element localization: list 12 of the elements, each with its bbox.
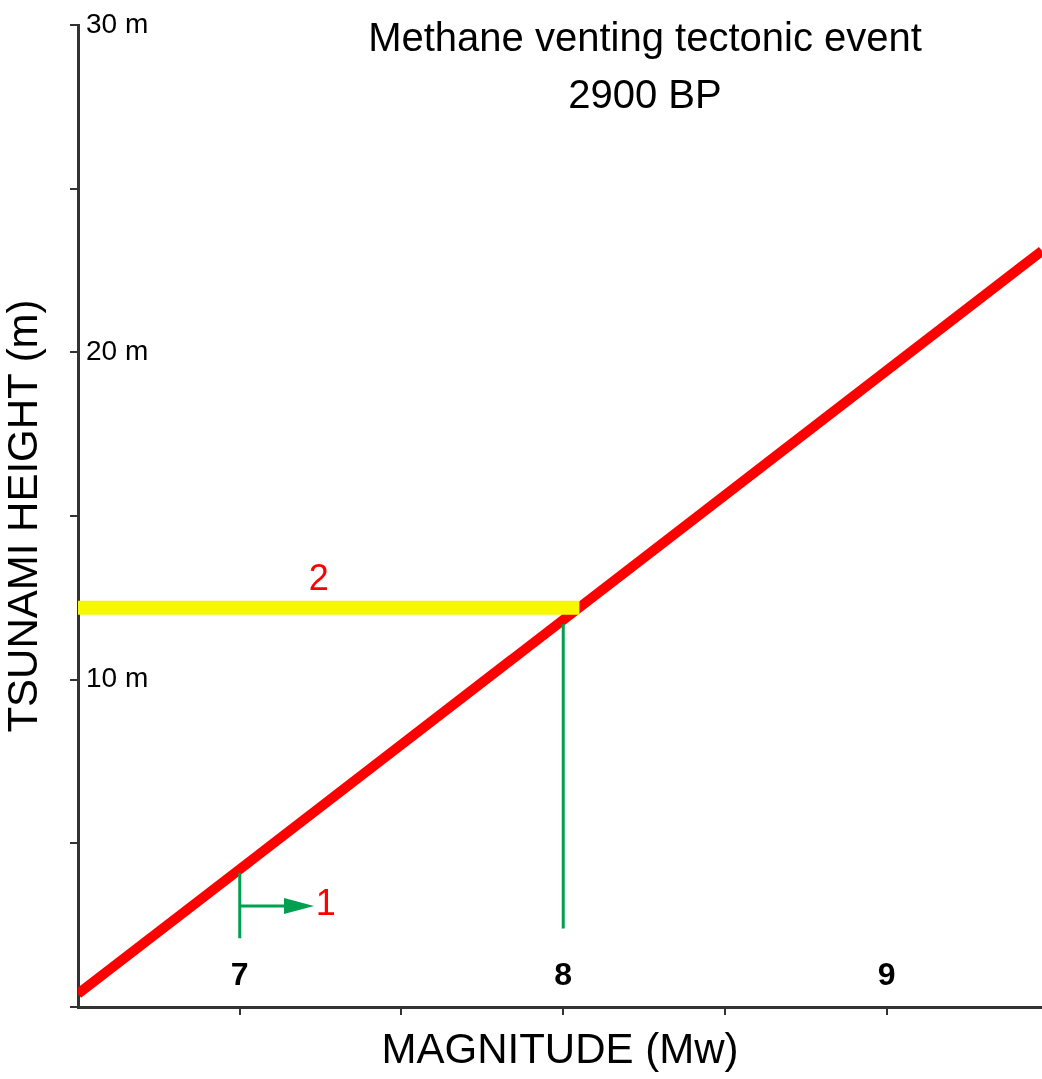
x-tick-label: 9 — [877, 955, 896, 992]
text: 2900 BP — [568, 72, 722, 117]
annotation: 2 — [308, 556, 329, 598]
y-axis-title: TSUNAMI HEIGHT (m) — [0, 299, 46, 733]
x-tick-label: 7 — [230, 955, 249, 992]
y-tick-label: 20 m — [86, 335, 149, 367]
y-tick-label: 30 m — [86, 7, 149, 39]
annotation: 1 — [315, 882, 336, 924]
x-axis-title: MAGNITUDE (Mw) — [381, 1025, 739, 1073]
chart-title: Methane venting tectonic event — [368, 15, 922, 60]
x-tick-label: 8 — [554, 955, 573, 992]
y-tick-label: 10 m — [86, 662, 149, 694]
